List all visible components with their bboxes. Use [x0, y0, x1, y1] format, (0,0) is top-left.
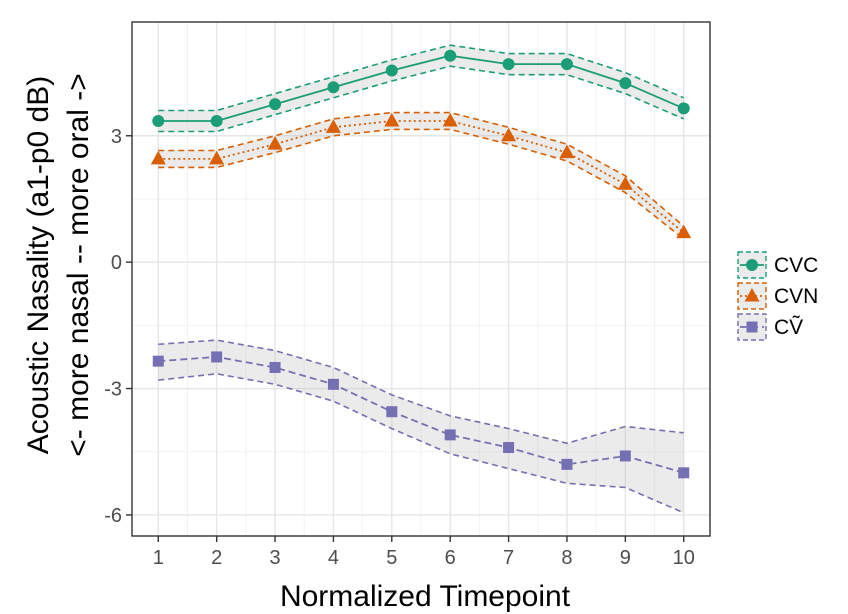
band-upper-edge-1 [158, 44, 685, 112]
confidence-band-2 [158, 112, 684, 239]
x-tick-label: 10 [673, 547, 695, 569]
x-tick-label: 4 [328, 547, 339, 569]
data-point-square [561, 458, 573, 470]
data-point-square [444, 429, 456, 441]
legend-marker-circle [746, 259, 758, 271]
data-point-square [678, 467, 690, 479]
data-point-circle [152, 115, 165, 128]
y-tick-label: 0 [111, 252, 122, 274]
series-line-2 [158, 120, 685, 234]
x-tick-label: 1 [153, 547, 164, 569]
x-tick-label: 3 [269, 547, 280, 569]
data-point-triangle [209, 150, 225, 165]
series-line-3 [158, 355, 684, 474]
band-upper-edge-3 [158, 339, 684, 445]
x-axis-title: Normalized Timepoint [280, 580, 571, 613]
axes: 1 2 3 4 5 6 7 8 9 10 3 0 -3 -6 [104, 21, 711, 569]
x-tick-label: 6 [445, 547, 456, 569]
data-point-square [327, 378, 339, 390]
data-point-square [619, 450, 631, 462]
band-lower-edge-3 [158, 372, 685, 514]
band-lower-edge-1 [158, 65, 685, 133]
data-point-triangle [617, 176, 633, 190]
data-point-triangle [267, 136, 283, 150]
data-point-circle [385, 64, 398, 77]
y-tick-label: -6 [104, 505, 122, 527]
data-point-triangle [501, 127, 517, 142]
data-point-circle [619, 77, 632, 90]
legend-label-3: CṼ [774, 315, 803, 339]
panel-border [131, 21, 711, 537]
data-point-circle [677, 102, 690, 115]
data-point-triangle [384, 113, 400, 127]
data-point-circle [210, 115, 223, 128]
data-point-circle [269, 98, 282, 111]
y-tick-label: -3 [104, 379, 122, 401]
x-tick-label: 2 [211, 547, 222, 569]
data-point-triangle [676, 224, 692, 239]
legend-label-2: CVN [774, 285, 818, 308]
data-point-square [386, 406, 398, 418]
confidence-band-3 [158, 340, 684, 513]
data-point-triangle [150, 150, 166, 165]
data-point-circle [444, 49, 457, 62]
legend-marker-square [746, 321, 758, 333]
legend-marker-triangle [744, 288, 760, 302]
y-tick-label: 3 [111, 126, 122, 148]
legend: CVC CVN CṼ [737, 251, 818, 341]
data-point-triangle [559, 144, 575, 159]
x-tick-label: 8 [561, 547, 572, 569]
data-point-circle [327, 81, 340, 94]
series-lines [158, 54, 685, 474]
legend-label-1: CVC [774, 254, 818, 277]
data-point-square [269, 361, 281, 373]
series-line-1 [158, 54, 685, 122]
x-tick-label: 9 [620, 547, 631, 569]
data-point-circle [502, 58, 515, 71]
band-upper-edge-2 [158, 111, 685, 227]
data-points [150, 49, 692, 479]
x-tick-label: 7 [503, 547, 514, 569]
data-point-square [211, 351, 223, 363]
data-point-triangle [442, 113, 458, 127]
data-point-square [152, 355, 164, 367]
data-point-square [503, 442, 515, 454]
x-tick-label: 5 [386, 547, 397, 569]
y-axis-title-line-1: Acoustic Nasality (a1-p0 dB) [22, 76, 55, 455]
band-lower-edge-2 [158, 128, 685, 240]
data-point-triangle [325, 119, 341, 133]
confidence-bands [158, 44, 685, 514]
y-axis-title-line-2: <- more nasal -- more oral -> [62, 73, 95, 456]
data-point-circle [560, 58, 573, 71]
